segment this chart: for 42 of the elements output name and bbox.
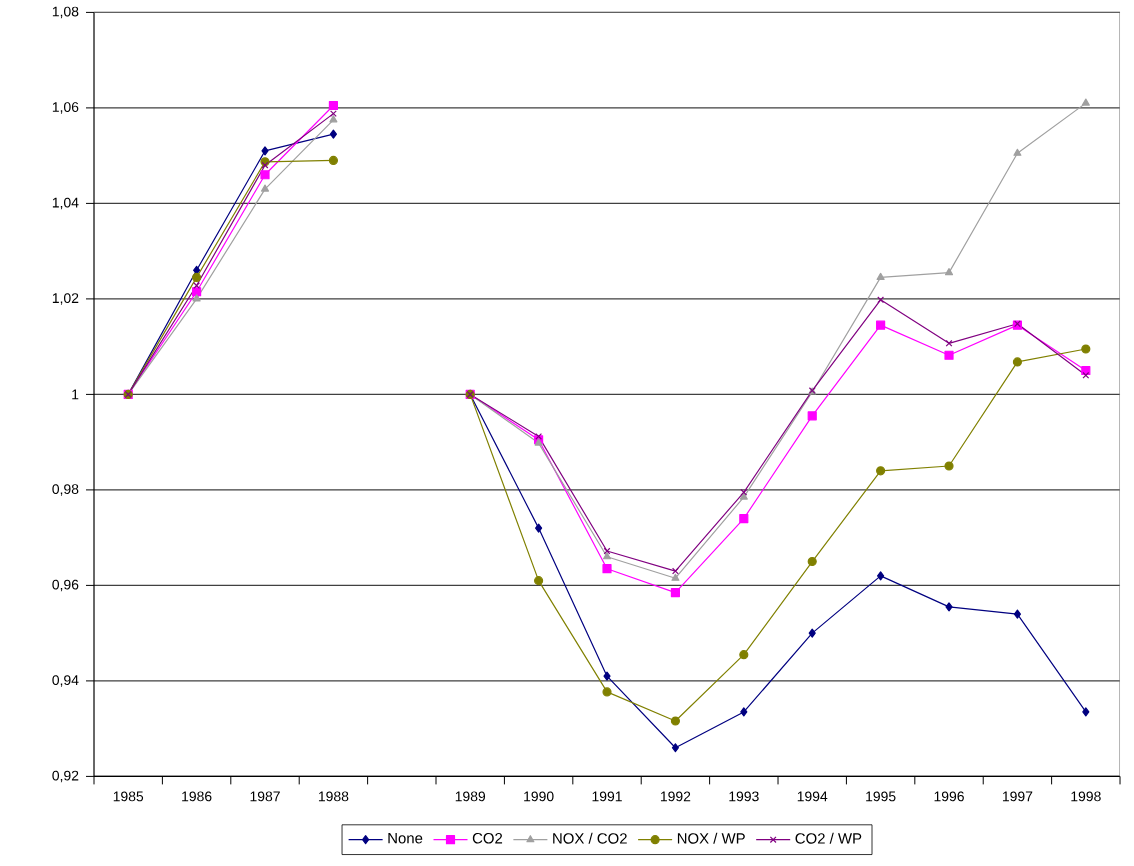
point	[535, 523, 543, 533]
point	[944, 350, 954, 360]
point	[672, 567, 679, 575]
point	[1081, 98, 1090, 106]
point	[328, 100, 338, 110]
point	[670, 587, 680, 597]
point	[739, 649, 749, 660]
point	[807, 556, 817, 566]
point	[261, 146, 269, 156]
point	[945, 602, 953, 612]
point	[944, 461, 954, 471]
point	[808, 628, 816, 638]
point	[602, 687, 612, 697]
point	[1013, 609, 1022, 619]
point	[876, 466, 886, 476]
point	[602, 551, 612, 560]
point	[1082, 707, 1090, 717]
point	[192, 294, 201, 302]
point	[1013, 148, 1022, 156]
point	[876, 320, 886, 330]
point	[671, 573, 680, 581]
point	[944, 267, 954, 276]
point	[740, 707, 748, 717]
point	[945, 339, 953, 347]
point	[670, 716, 680, 726]
point	[739, 513, 749, 523]
point	[877, 296, 885, 304]
point	[1081, 344, 1091, 354]
point	[603, 671, 611, 681]
point	[534, 575, 544, 586]
point	[328, 155, 338, 165]
point	[260, 184, 270, 192]
point	[329, 129, 337, 139]
point	[1012, 357, 1022, 367]
point	[671, 742, 680, 753]
point	[877, 571, 885, 581]
point	[260, 169, 270, 180]
point	[807, 411, 817, 421]
point	[876, 272, 885, 280]
point	[602, 563, 612, 574]
point	[329, 115, 338, 123]
point	[192, 272, 202, 282]
